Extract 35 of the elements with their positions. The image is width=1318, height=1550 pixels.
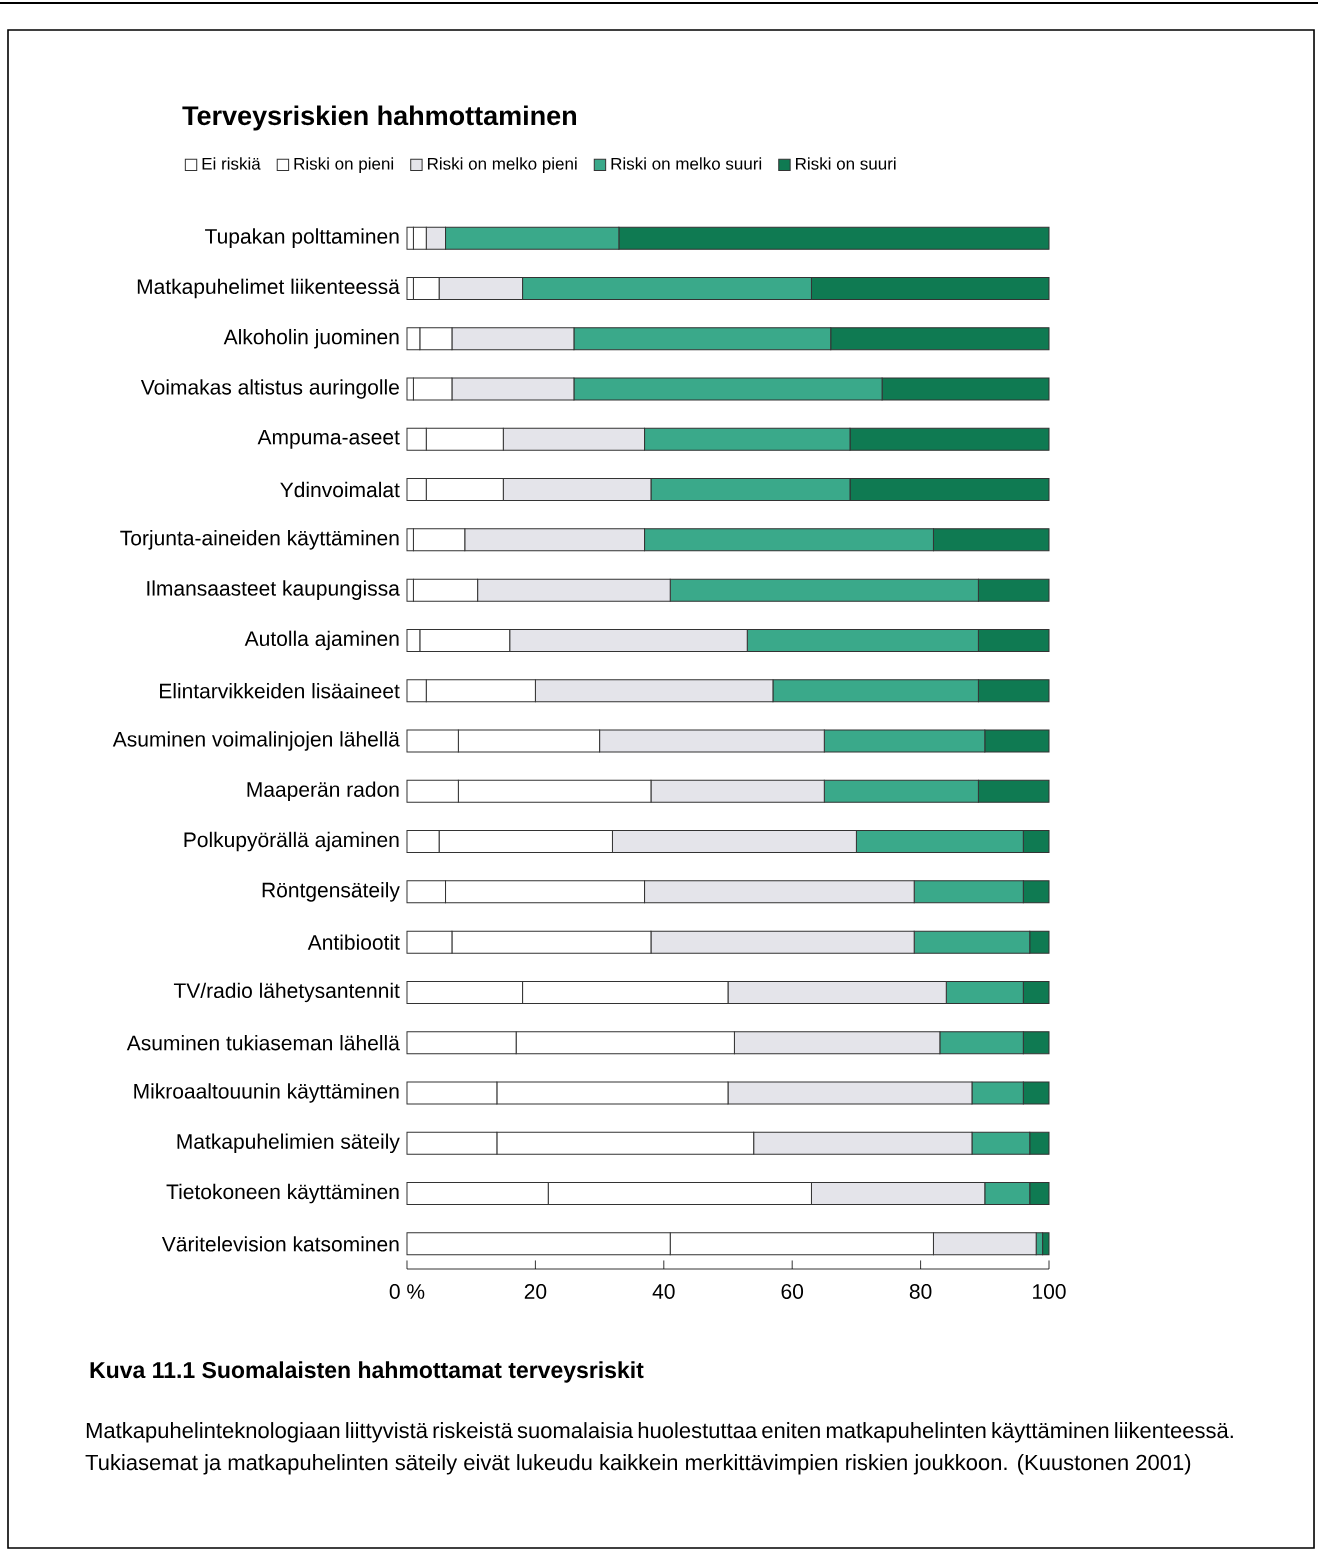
y-tick-label: TV/radio lähetysantennit — [173, 982, 400, 1003]
y-tick-label: Ilmansaasteet kaupungissa — [147, 580, 400, 600]
y-tick-label: Asuminen tukiaseman lähellä — [126, 1035, 400, 1051]
y-tick-label: Väritelevision katsominen — [161, 1236, 399, 1252]
y-tick-label: Voimakas altistus auringolle — [140, 379, 399, 399]
chart-title: Terveysriskien hahmottaminen — [182, 105, 577, 131]
y-tick-label: Asuminen voimalinjojen lähellä — [112, 731, 400, 751]
y-tick-label: Tietokoneen käyttäminen — [166, 1183, 399, 1204]
legend-label: Riski on melko pieni — [427, 157, 577, 174]
x-tick-label: 0 % — [389, 1284, 425, 1299]
y-tick-label: Torjunta-aineiden käyttäminen — [120, 530, 399, 550]
x-tick-label: 60 — [781, 1284, 804, 1299]
y-tick-label: Autolla ajaminen — [244, 630, 399, 651]
y-tick-label: Alkoholin juominen — [223, 328, 399, 349]
y-tick-label: Elintarvikkeiden lisäaineet — [160, 683, 400, 699]
y-tick-label: Maaperän radon — [247, 781, 399, 802]
y-tick-label: Polkupyörällä ajaminen — [184, 831, 399, 852]
legend-label: Riski on suuri — [796, 157, 896, 170]
legend-label: Riski on melko suuri — [611, 157, 762, 170]
legend-label: Ei riskiä — [202, 157, 261, 170]
y-tick-label: Ydinvoimalat — [280, 481, 400, 498]
y-tick-label: Tupakan polttaminen — [205, 228, 399, 248]
y-tick-label: Ampuma-aseet — [257, 429, 400, 449]
y-tick-label: Antibiootit — [307, 934, 400, 950]
x-tick-label: 100 — [1033, 1284, 1066, 1299]
y-tick-label: Röntgensäteily — [262, 882, 400, 902]
text: Matkapuhelinteknologiaan liittyvistä riskeistä suomalaisia huolestuttaa eniten matkapuhelinten käyttäminen liikenteessä. Tukiasemat ja matkapuhelinten säteily eivät lukeudu kaikkein merkittävimpien riskien joukkoon. (Kuustonen 2001) — [85, 1422, 1233, 1475]
y-tick-label: Matkapuhelimien säteily — [177, 1133, 400, 1154]
x-tick-label: 40 — [652, 1284, 675, 1299]
x-tick-label: 20 — [524, 1284, 547, 1299]
text: Kuva 11.1 Suomalaisten hahmottamat terveysriskit — [90, 1361, 644, 1383]
y-tick-label: Mikroaaltouunin käyttäminen — [134, 1083, 399, 1103]
y-tick-label: Matkapuhelimet liikenteessä — [137, 278, 400, 299]
x-tick-label: 80 — [909, 1284, 932, 1299]
legend-label: Riski on pieni — [294, 157, 394, 174]
